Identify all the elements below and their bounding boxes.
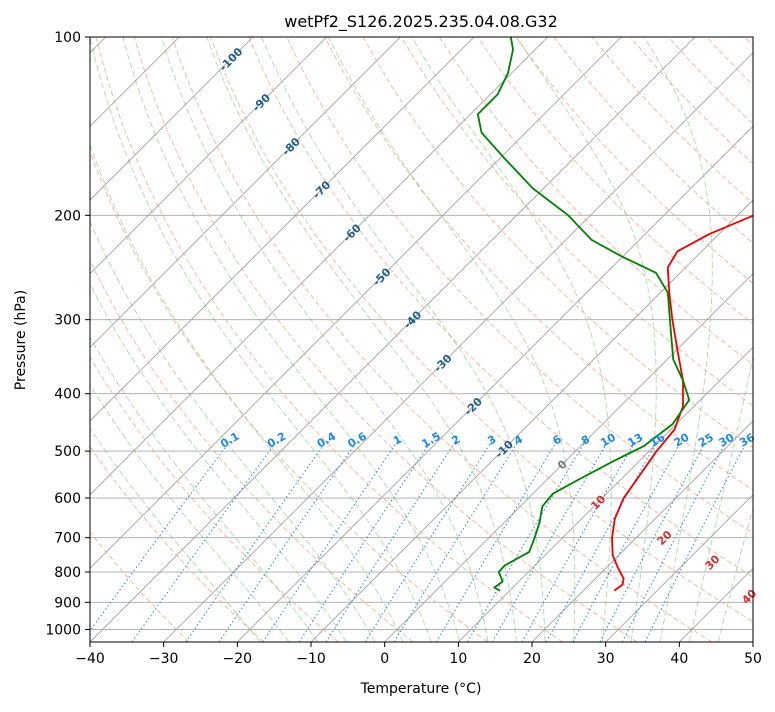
x-tick-label: 50 [744,651,762,667]
y-tick-label: 400 [54,387,81,403]
x-tick-label: −30 [149,651,179,667]
x-tick-label: 0 [380,651,389,667]
x-tick-label: 40 [670,651,688,667]
x-tick-label: −40 [75,651,105,667]
x-axis-label: Temperature (°C) [360,681,482,697]
y-tick-label: 100 [54,30,81,46]
y-tick-label: 800 [54,565,81,581]
y-tick-label: 600 [54,491,81,507]
chart-title: wetPf2_S126.2025.235.04.08.G32 [284,12,558,32]
y-tick-label: 200 [54,208,81,224]
x-tick-label: 30 [597,651,615,667]
y-tick-label: 500 [54,444,81,460]
x-tick-label: −20 [223,651,253,667]
x-tick-label: 20 [523,651,541,667]
y-tick-label: 700 [54,531,81,547]
x-tick-label: 10 [449,651,467,667]
y-tick-label: 300 [54,313,81,329]
y-tick-label: 900 [54,595,81,611]
y-axis-label: Pressure (hPa) [13,290,29,390]
x-tick-label: −10 [296,651,326,667]
y-tick-label: 1000 [45,622,81,638]
